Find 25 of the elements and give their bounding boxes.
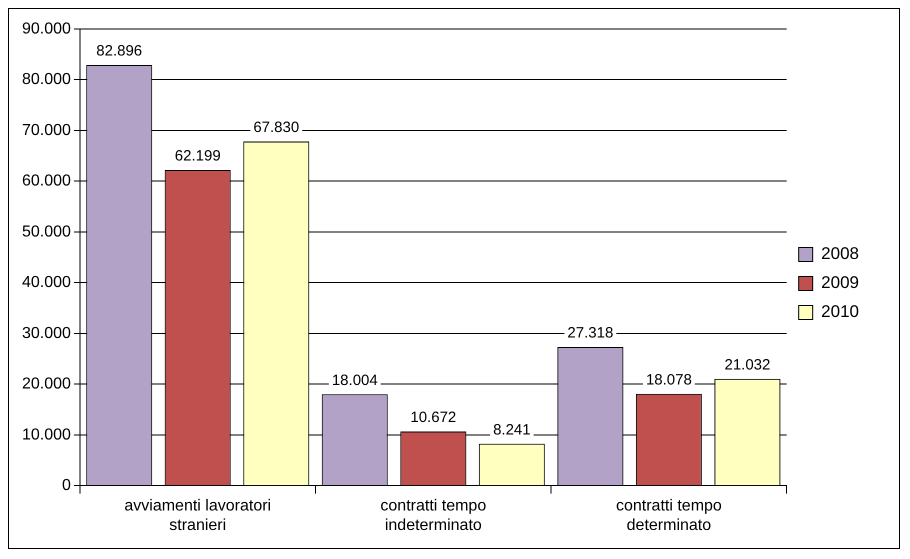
y-tick-label: 40.000 bbox=[22, 274, 72, 292]
y-tick-label: 30.000 bbox=[22, 324, 72, 342]
y-tick-label: 60.000 bbox=[22, 172, 72, 190]
data-label: 27.318 bbox=[567, 324, 614, 342]
data-label: 21.032 bbox=[724, 356, 770, 374]
legend-label: 2010 bbox=[821, 302, 860, 322]
y-tick-label: 90.000 bbox=[22, 20, 72, 38]
y-tick-label: 10.000 bbox=[22, 426, 72, 444]
y-tick-label: 80.000 bbox=[22, 71, 72, 88]
data-label: 82.896 bbox=[96, 42, 142, 60]
legend-label: 2008 bbox=[821, 244, 860, 264]
legend-label: 2009 bbox=[821, 273, 860, 292]
data-label: 62.199 bbox=[174, 148, 221, 165]
data-label: 10.672 bbox=[410, 409, 456, 426]
x-tick-label: contratti tempo indeterminato bbox=[380, 498, 486, 534]
data-label: 18.004 bbox=[332, 372, 378, 389]
y-tick-label: 70.000 bbox=[22, 122, 72, 139]
data-label: 8.241 bbox=[493, 421, 531, 438]
y-tick-label: 20.000 bbox=[22, 376, 72, 393]
data-label: 67.830 bbox=[253, 119, 300, 136]
y-tick-label: 50.000 bbox=[22, 223, 72, 240]
x-tick-label: avviamenti lavoratori stranieri bbox=[124, 498, 272, 534]
x-tick-label: contratti tempo determinato bbox=[616, 498, 722, 534]
y-tick-label: 0 bbox=[62, 477, 72, 494]
data-label: 18.078 bbox=[646, 372, 692, 389]
